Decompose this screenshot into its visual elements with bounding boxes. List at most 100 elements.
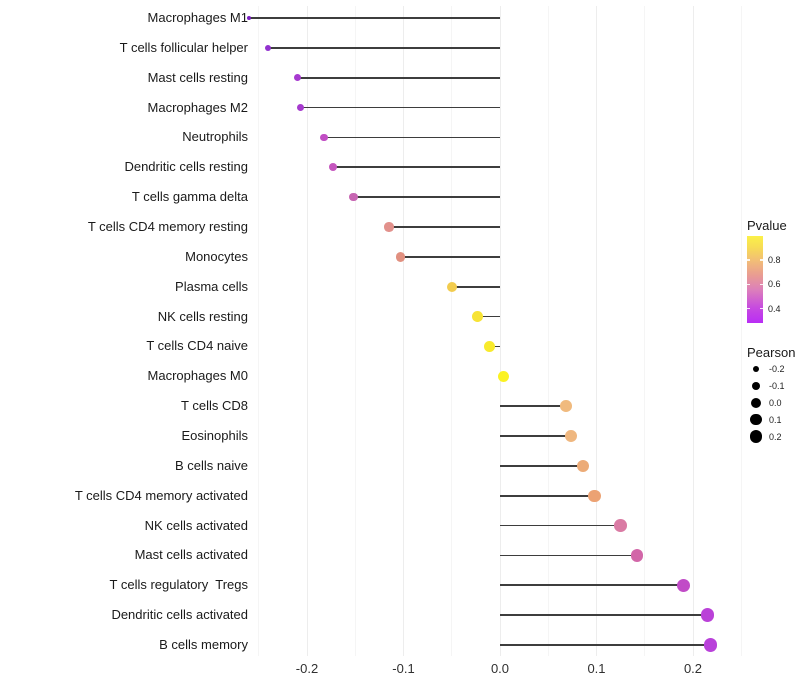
data-point	[296, 103, 304, 112]
data-point	[293, 74, 301, 82]
pvalue-tick-label: 0.8	[768, 255, 781, 266]
x-axis-tick-label: -0.2	[295, 661, 319, 676]
data-point	[630, 549, 644, 562]
category-label: T cells CD4 naive	[146, 338, 248, 354]
data-point	[446, 281, 457, 292]
lollipop-stem	[500, 554, 638, 557]
category-label: T cells CD8	[181, 398, 248, 414]
gridline	[692, 6, 694, 656]
gridline	[451, 6, 453, 656]
pearson-size-dot	[752, 365, 760, 373]
x-axis-tick-label: -0.1	[392, 661, 415, 676]
data-point	[588, 489, 601, 502]
lollipop-stem	[500, 584, 684, 587]
category-label: B cells memory	[159, 636, 248, 652]
lollipop-stem	[500, 614, 708, 616]
category-label: Eosinophils	[181, 427, 249, 443]
lollipop-stem	[353, 196, 500, 198]
legend-pearson-title: Pearson	[747, 345, 796, 360]
data-point	[395, 252, 406, 262]
category-label: Mast cells activated	[134, 547, 248, 563]
pvalue-gradient-bar	[747, 236, 763, 323]
data-point	[614, 519, 627, 532]
category-label: T cells regulatory Tregs	[109, 577, 248, 593]
lollipop-stem	[400, 256, 500, 258]
data-point	[703, 638, 718, 652]
lollipop-stem	[297, 76, 500, 79]
data-point	[565, 430, 578, 442]
category-label: T cells gamma delta	[131, 189, 248, 205]
category-label: Plasma cells	[175, 278, 248, 294]
pearson-size-label: 0.2	[769, 431, 782, 442]
x-axis-tick-label: 0.2	[683, 661, 703, 676]
gridline	[596, 6, 597, 656]
lollipop-stem	[324, 136, 500, 139]
lollipop-stem	[500, 465, 583, 467]
gridline	[499, 6, 501, 656]
lollipop-stem	[268, 47, 500, 49]
data-point	[498, 370, 510, 382]
data-point	[559, 400, 572, 413]
x-axis-tick-label: 0.1	[587, 661, 606, 676]
lollipop-stem	[249, 17, 500, 19]
pearson-size-label: 0.1	[769, 414, 782, 425]
x-axis-tick-label: 0.0	[490, 661, 510, 676]
data-point	[472, 311, 484, 322]
gridline	[547, 6, 549, 656]
pvalue-tick-label: 0.4	[768, 303, 781, 314]
pvalue-bar-tick	[760, 259, 763, 261]
pvalue-tick-label: 0.6	[768, 279, 781, 290]
data-point	[329, 163, 338, 172]
category-label: T cells CD4 memory activated	[74, 487, 248, 503]
lollipop-stem	[500, 644, 711, 646]
data-point	[349, 192, 358, 202]
legend-pvalue-title: Pvalue	[747, 218, 787, 233]
lollipop-stem	[333, 166, 500, 169]
category-label: Mast cells resting	[147, 69, 248, 85]
category-label: Dendritic cells activated	[111, 607, 248, 623]
data-point	[247, 16, 252, 20]
data-point	[384, 222, 394, 232]
pearson-size-label: -0.1	[769, 380, 785, 391]
category-label: T cells CD4 memory resting	[87, 218, 248, 234]
data-point	[676, 578, 690, 592]
category-label: Neutrophils	[182, 129, 248, 145]
lollipop-stem	[477, 315, 500, 318]
pvalue-bar-tick	[760, 283, 763, 286]
lollipop-stem	[500, 524, 621, 527]
pvalue-bar-tick	[747, 283, 750, 286]
lollipop-stem	[451, 285, 500, 288]
category-label: Dendritic cells resting	[124, 159, 248, 175]
pearson-size-label: -0.2	[769, 364, 785, 374]
category-label: T cells follicular helper	[119, 39, 248, 55]
category-label: B cells naive	[175, 457, 248, 473]
lollipop-stem	[500, 494, 595, 497]
category-label: Macrophages M2	[147, 99, 248, 115]
pearson-size-dot	[749, 430, 763, 443]
category-label: NK cells resting	[157, 308, 248, 324]
pearson-size-dot	[750, 413, 762, 426]
pvalue-bar-tick	[747, 259, 750, 261]
category-label: NK cells activated	[144, 517, 248, 533]
category-label: Macrophages M1	[147, 10, 248, 25]
gridline	[354, 6, 356, 656]
pearson-size-dot	[751, 381, 761, 391]
gridline	[403, 6, 404, 656]
category-label: Macrophages M0	[147, 368, 248, 384]
data-point	[483, 341, 495, 352]
data-point	[576, 459, 590, 472]
gridline	[258, 6, 260, 656]
lollipop-stem	[300, 106, 500, 109]
pvalue-bar-tick	[760, 307, 763, 310]
category-label: Monocytes	[185, 248, 248, 264]
gridline	[644, 6, 646, 656]
pvalue-bar-tick	[747, 307, 750, 310]
pearson-size-dot	[750, 397, 762, 408]
lollipop-stem	[500, 435, 572, 437]
gridline	[740, 6, 742, 656]
data-point	[265, 44, 272, 51]
gridline	[306, 6, 308, 656]
data-point	[700, 608, 715, 622]
lollipop-stem	[500, 405, 566, 407]
